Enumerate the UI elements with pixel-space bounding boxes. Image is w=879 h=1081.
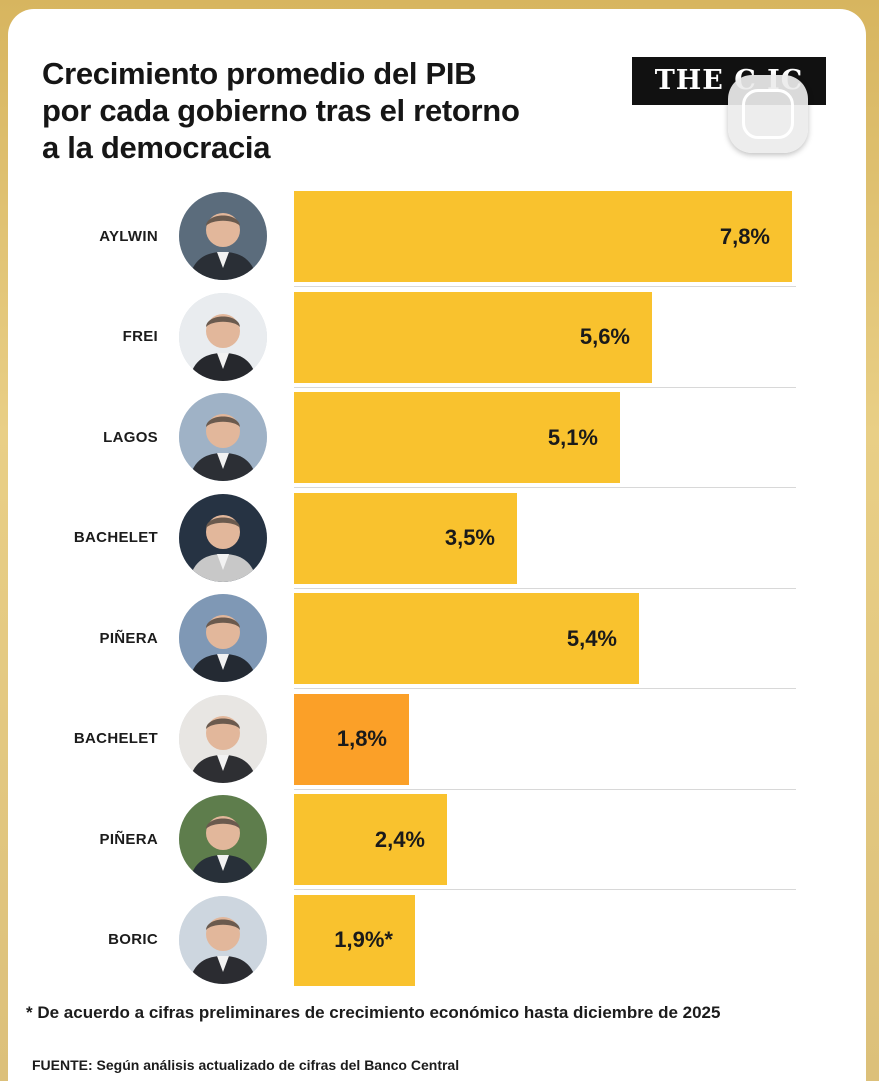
bar xyxy=(294,392,620,483)
president-portrait xyxy=(179,493,267,582)
title-line-2: por cada gobierno tras el retorno xyxy=(42,93,520,128)
row-divider xyxy=(294,788,796,790)
president-portrait xyxy=(179,795,267,883)
category-label: AYLWIN xyxy=(99,227,158,245)
bar-value-label: 3,5% xyxy=(444,525,495,550)
president-portrait xyxy=(179,694,267,783)
president-portrait xyxy=(179,393,267,481)
row-divider xyxy=(294,386,796,388)
bar xyxy=(294,291,652,383)
chart-title: Crecimiento promedio del PIB por cada go… xyxy=(42,55,602,166)
row-divider xyxy=(294,487,796,488)
president-portrait xyxy=(179,292,267,381)
bar-chart: AYLWIN 7,8% FREI 5,6% LAGOS 5,1% BACHELET 3,5% P… xyxy=(8,9,866,1009)
category-label: PIÑERA xyxy=(99,830,158,848)
bar xyxy=(294,794,447,885)
category-label: FREI xyxy=(122,328,158,345)
bar-value-label: 5,6% xyxy=(579,324,630,349)
footnote: * De acuerdo a cifras preliminares de cr… xyxy=(26,1003,721,1022)
bar-value-label: 2,4% xyxy=(374,826,425,852)
infographic-card: Crecimiento promedio del PIB por cada go… xyxy=(8,9,866,1081)
bar xyxy=(294,492,517,584)
row-divider xyxy=(294,587,796,589)
category-label: LAGOS xyxy=(103,428,158,446)
bar-value-label: 1,9%* xyxy=(334,927,393,952)
bar xyxy=(294,693,409,785)
bar xyxy=(294,593,639,684)
bar-value-label: 1,8% xyxy=(336,726,387,751)
category-label: PIÑERA xyxy=(99,629,158,647)
row-divider xyxy=(294,889,796,890)
category-label: BORIC xyxy=(108,931,158,948)
bar xyxy=(294,191,792,282)
source-note: FUENTE: Según análisis actualizado de ci… xyxy=(32,1057,460,1073)
title-line-1: Crecimiento promedio del PIB xyxy=(42,56,477,91)
bar-value-label: 7,8% xyxy=(719,223,770,249)
president-portrait xyxy=(179,594,267,682)
title-line-3: a la democracia xyxy=(42,130,271,165)
bar xyxy=(294,894,415,986)
president-portrait xyxy=(179,192,267,280)
row-divider xyxy=(294,286,796,287)
row-divider xyxy=(294,688,796,689)
bar-value-label: 5,1% xyxy=(547,424,598,450)
category-label: BACHELET xyxy=(73,529,158,546)
category-label: BACHELET xyxy=(73,730,158,747)
screenshot-overlay-icon[interactable] xyxy=(728,75,808,153)
bar-value-label: 5,4% xyxy=(566,625,617,651)
president-portrait xyxy=(179,895,267,984)
